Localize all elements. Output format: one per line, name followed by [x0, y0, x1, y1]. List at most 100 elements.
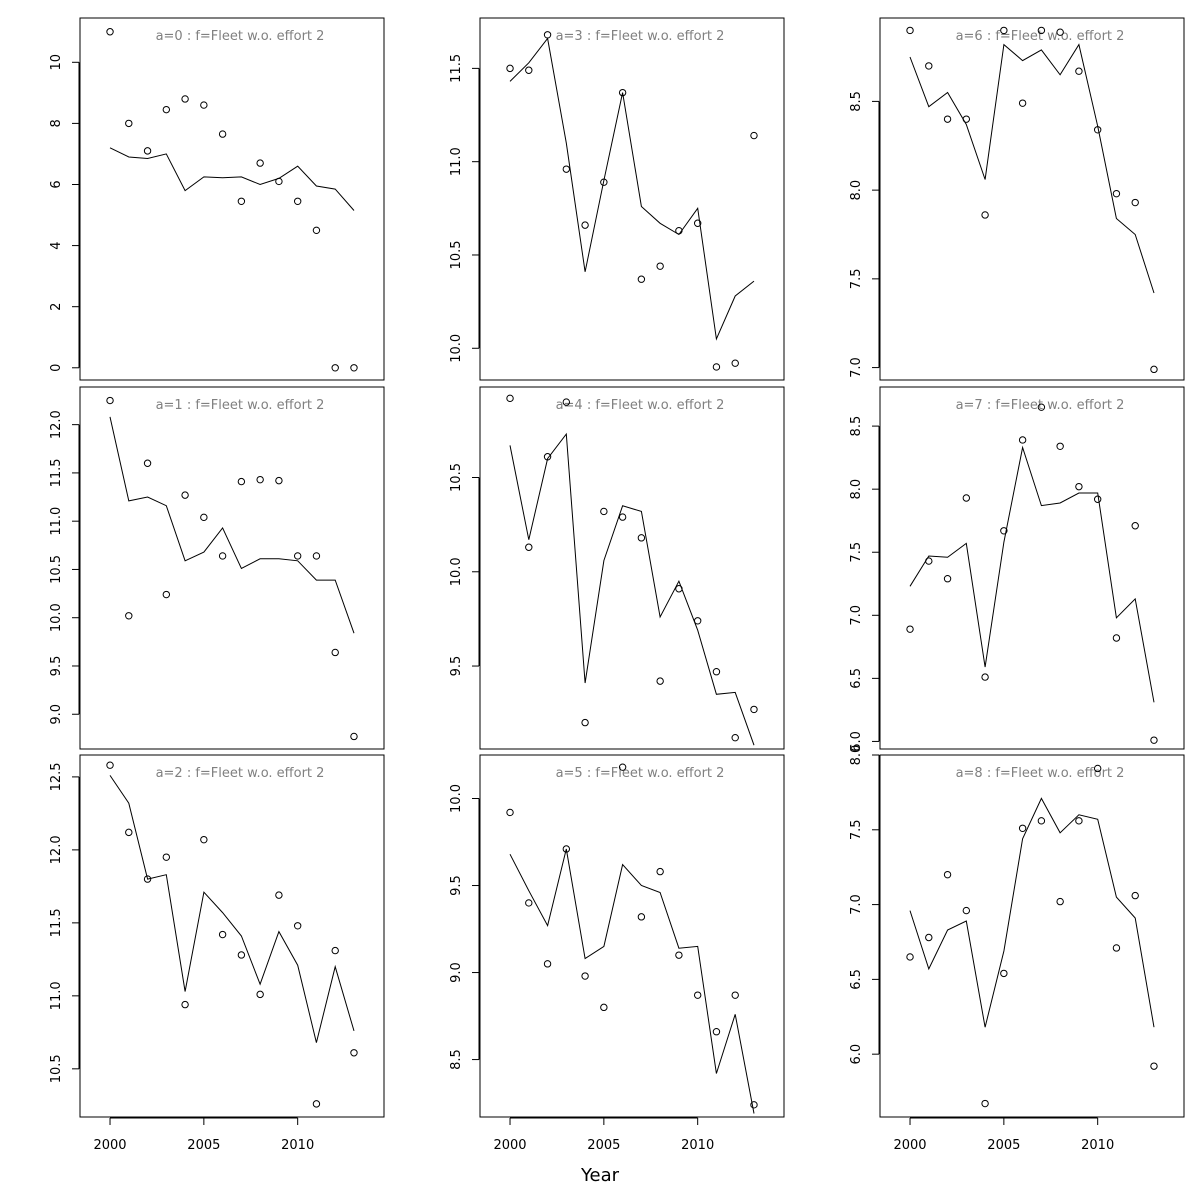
observed-point — [581, 718, 589, 727]
fitted-line — [909, 445, 1155, 703]
observed-point — [693, 219, 702, 227]
observed-point — [181, 1000, 189, 1009]
observed-point — [237, 477, 246, 486]
observed-point — [200, 101, 208, 109]
observed-point — [712, 1028, 721, 1036]
y-tick-label: 11.0 — [49, 507, 64, 536]
observed-point — [275, 476, 283, 485]
observed-point — [506, 808, 514, 817]
observed-point — [181, 491, 189, 499]
panel-8: a=8 : f=Fleet w.o. effort 2 6.0 6.5 7.0 7.5 8… — [849, 745, 1185, 1153]
observed-point — [750, 705, 758, 714]
observed-point — [1112, 189, 1121, 198]
observed-point — [600, 1003, 608, 1012]
x-tick-label: 2005 — [587, 1138, 620, 1153]
y-tick-label: 12.5 — [49, 762, 64, 791]
y-tick-label: 8.5 — [449, 1049, 464, 1070]
fitted-line — [109, 416, 355, 634]
observed-point — [525, 899, 533, 907]
y-tick-label: 10.0 — [49, 603, 64, 632]
y-tick-label: 6.5 — [849, 969, 864, 990]
fitted-line — [909, 797, 1155, 1028]
plot-frame — [79, 386, 385, 750]
observed-point — [693, 991, 702, 999]
plot-frame — [79, 754, 385, 1118]
observed-point — [656, 867, 664, 876]
observed-point — [331, 648, 339, 657]
y-tick-label: 12.0 — [49, 835, 64, 864]
observed-point — [143, 459, 152, 467]
observed-point — [943, 575, 952, 583]
observed-point — [525, 543, 533, 551]
x-axis-title: Year — [580, 1165, 620, 1186]
fitted-line — [509, 848, 755, 1114]
y-tick-label: 6.0 — [849, 1044, 864, 1065]
observed-point — [256, 990, 264, 999]
y-tick-label: 10.5 — [49, 1054, 64, 1083]
observed-point — [237, 951, 246, 959]
y-tick-label: 6.0 — [849, 731, 864, 752]
y-tick-label: 9.5 — [49, 656, 64, 677]
y-tick-label: 11.5 — [49, 908, 64, 937]
panel-title: a=5 : f=Fleet w.o. effort 2 — [556, 766, 725, 781]
observed-point — [618, 88, 627, 97]
observed-point — [562, 398, 571, 406]
observed-point — [981, 211, 989, 219]
fitted-line — [509, 432, 755, 746]
panel-title: a=6 : f=Fleet w.o. effort 2 — [956, 29, 1125, 44]
y-tick-label: 9.0 — [49, 704, 64, 725]
observed-point — [125, 828, 133, 837]
plot-frame — [479, 17, 785, 381]
x-tick-label: 2000 — [893, 1138, 926, 1153]
y-tick-label: 7.0 — [849, 894, 864, 915]
y-tick-label: 8 — [49, 119, 64, 127]
observed-point — [637, 913, 646, 921]
panel-3: a=1 : f=Fleet w.o. effort 2 9.0 9.5 10.0 10.… — [49, 386, 385, 750]
observed-point — [1000, 26, 1008, 35]
y-tick-label: 12.0 — [49, 410, 64, 439]
observed-point — [331, 364, 339, 372]
observed-point — [293, 552, 302, 560]
plot-frame — [79, 17, 385, 381]
fitted-line — [109, 775, 355, 1043]
observed-point — [106, 761, 114, 769]
observed-point — [1037, 26, 1046, 35]
observed-point — [312, 1100, 321, 1108]
observed-point — [1075, 67, 1083, 75]
y-tick-label: 4 — [49, 241, 64, 249]
plot-frame — [479, 386, 785, 750]
observed-point — [1018, 436, 1027, 444]
panel-title: a=1 : f=Fleet w.o. effort 2 — [156, 398, 325, 413]
observed-point — [312, 552, 321, 560]
observed-point — [581, 972, 589, 980]
observed-point — [906, 625, 914, 633]
y-tick-label: 8.5 — [849, 91, 864, 112]
x-tick-label: 2000 — [93, 1138, 126, 1153]
panel-2: a=6 : f=Fleet w.o. effort 2 7.0 7.5 8.0 8.5 — [849, 17, 1185, 381]
observed-point — [562, 845, 571, 853]
observed-point — [712, 363, 721, 371]
observed-point — [1056, 28, 1064, 36]
y-tick-label: 6 — [49, 180, 64, 188]
observed-point — [1018, 99, 1027, 107]
observed-point — [1150, 365, 1158, 374]
observed-point — [1056, 442, 1064, 450]
observed-point — [656, 262, 664, 270]
y-tick-label: 11.0 — [449, 147, 464, 176]
observed-point — [143, 875, 152, 883]
x-tick-label: 2005 — [187, 1138, 220, 1153]
x-tick-label: 2010 — [281, 1138, 314, 1153]
x-tick-label: 2010 — [681, 1138, 714, 1153]
observed-point — [293, 197, 302, 205]
observed-point — [293, 922, 302, 930]
y-tick-label: 10.5 — [449, 463, 464, 492]
observed-point — [925, 62, 933, 70]
y-tick-label: 8.5 — [849, 416, 864, 437]
x-tick-label: 2000 — [493, 1138, 526, 1153]
observed-point — [731, 991, 739, 999]
observed-point — [581, 221, 589, 229]
observed-point — [1037, 403, 1046, 411]
observed-point — [143, 147, 152, 155]
observed-point — [925, 933, 933, 942]
